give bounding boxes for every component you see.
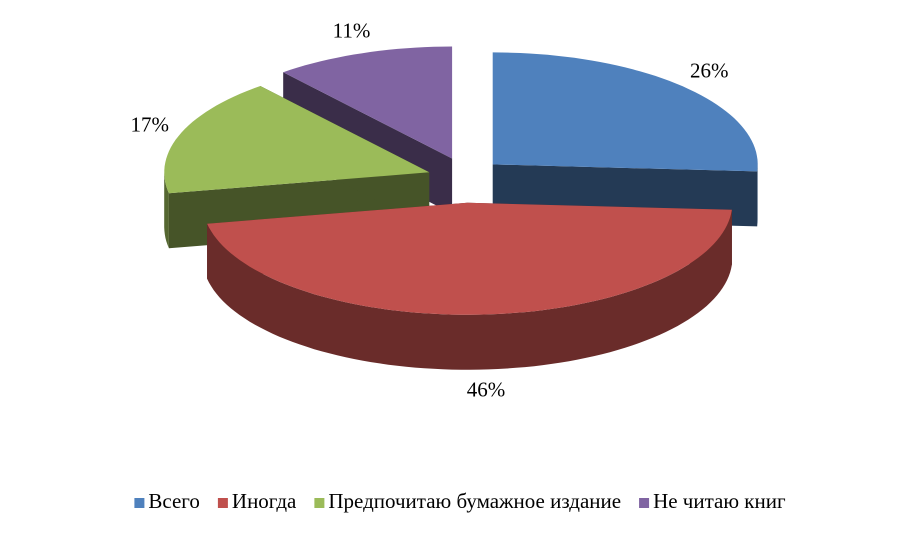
legend-swatch xyxy=(134,498,145,508)
data-label: 26% xyxy=(690,58,729,82)
data-label: 17% xyxy=(131,113,170,137)
legend-label: Иногда xyxy=(232,489,297,513)
legend-label: Не читаю книг xyxy=(653,489,786,513)
slice-top xyxy=(283,46,453,159)
legend-swatch xyxy=(639,498,650,508)
data-label: 46% xyxy=(467,377,506,401)
slice-top xyxy=(164,86,430,194)
legend-label: Всего xyxy=(148,489,200,513)
legend-label: Предпочитаю бумажное издание xyxy=(328,489,621,513)
slice-wall xyxy=(757,164,758,227)
slice-wall xyxy=(207,209,732,370)
legend: Всего Иногда Предпочитаю бумажное издание Н… xyxy=(134,489,786,513)
slice-wall xyxy=(164,172,169,249)
legend-swatch xyxy=(217,498,228,508)
legend-swatch xyxy=(314,498,325,508)
slice xyxy=(207,202,732,370)
data-label: 11% xyxy=(333,18,371,42)
slice-top xyxy=(207,202,732,315)
slice-top xyxy=(492,52,758,172)
